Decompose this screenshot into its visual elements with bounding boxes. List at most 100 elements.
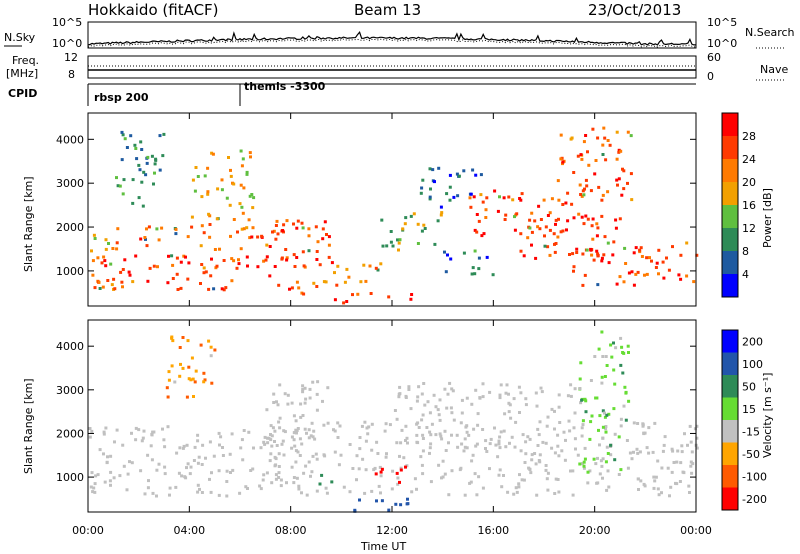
velocity-cell xyxy=(622,404,626,408)
velocity-cell xyxy=(553,451,557,455)
power-cell xyxy=(559,230,563,234)
power-cell xyxy=(584,214,588,218)
velocity-cell xyxy=(277,476,281,479)
velocity-cell xyxy=(572,426,576,430)
velocity-scatter-region xyxy=(88,425,319,498)
power-cell xyxy=(295,226,299,230)
power-cell xyxy=(145,161,149,165)
power-cell xyxy=(160,226,164,230)
power-cell xyxy=(171,263,175,267)
power-cell xyxy=(215,217,219,221)
velocity-cell xyxy=(88,435,92,439)
power-cell xyxy=(550,197,554,201)
velocity-cell xyxy=(652,475,656,479)
power-cell xyxy=(448,198,452,202)
velocity-cell xyxy=(166,395,170,399)
velocity-cell xyxy=(134,438,138,442)
power-cell xyxy=(618,217,622,221)
power-cell xyxy=(619,149,623,153)
velocity-cell xyxy=(463,437,467,441)
power-cell xyxy=(469,205,473,209)
velocity-cell xyxy=(398,454,401,458)
power-cell xyxy=(97,280,101,284)
velocity-cell xyxy=(202,380,206,384)
velocity-cell xyxy=(277,465,281,468)
power-cell xyxy=(112,277,116,281)
power-cell xyxy=(150,154,154,158)
velocity-cell xyxy=(102,430,106,434)
power-cell xyxy=(543,244,547,248)
velocity-cell xyxy=(137,428,141,432)
velocity-cell xyxy=(592,457,596,461)
power-cell xyxy=(606,190,610,194)
velocity-cell xyxy=(537,433,541,437)
velocity-cell xyxy=(421,413,425,417)
power-cell xyxy=(232,259,236,263)
velocity-cell xyxy=(406,441,409,445)
velocity-cell xyxy=(309,434,313,438)
velocity-cell xyxy=(583,457,587,461)
velocity-cell xyxy=(558,421,562,424)
velocity-ytick-label: 4000 xyxy=(56,340,84,353)
date-title: 23/Oct/2013 xyxy=(588,1,682,19)
power-cell xyxy=(236,230,239,234)
power-cell xyxy=(507,195,511,199)
velocity-cell xyxy=(109,470,113,474)
velocity-cell xyxy=(150,458,154,462)
velocity-cell xyxy=(304,397,308,401)
velocity-cell xyxy=(231,468,235,472)
power-cell xyxy=(582,193,586,197)
velocity-cell xyxy=(290,446,294,450)
velocity-cell xyxy=(596,456,599,460)
velocity-cell xyxy=(560,449,564,453)
velocity-cell xyxy=(470,459,474,463)
velocity-cell xyxy=(184,476,188,480)
power-cell xyxy=(155,227,159,231)
velocity-cell xyxy=(605,364,609,367)
power-cell xyxy=(657,248,661,252)
power-cell xyxy=(116,184,120,188)
velocity-cell xyxy=(324,486,328,490)
power-cell xyxy=(121,192,125,196)
power-cell xyxy=(443,250,446,254)
velocity-cell xyxy=(635,447,639,451)
cpid-entry-2: themis -3300 xyxy=(244,80,326,93)
velocity-cell xyxy=(333,429,337,433)
velocity-cell xyxy=(600,381,604,385)
power-cell xyxy=(433,242,437,246)
velocity-scatter-region xyxy=(578,330,631,474)
velocity-cell xyxy=(121,443,125,447)
velocity-cell xyxy=(192,459,196,462)
power-cell xyxy=(436,219,440,223)
velocity-cell xyxy=(440,437,444,441)
power-cell xyxy=(141,204,145,208)
power-cell xyxy=(571,252,575,256)
power-cell xyxy=(632,283,636,287)
power-cell xyxy=(667,268,671,272)
velocity-cell xyxy=(267,436,271,440)
power-cell xyxy=(133,143,137,147)
velocity-scatter-region xyxy=(374,465,407,484)
power-cell xyxy=(200,224,204,228)
freq-label: Freq. xyxy=(12,54,40,67)
velocity-cell xyxy=(546,488,550,492)
velocity-cell xyxy=(512,397,516,401)
velocity-cell xyxy=(338,424,342,428)
velocity-cell xyxy=(636,451,640,455)
velocity-cell xyxy=(298,454,302,457)
velocity-cell xyxy=(458,468,462,472)
power-cell xyxy=(166,281,170,285)
power-cell xyxy=(485,196,489,200)
power-cell xyxy=(455,172,459,176)
velocity-cell xyxy=(316,380,320,384)
velocity-cell xyxy=(391,469,395,473)
freq-unit: [MHz] xyxy=(6,67,39,80)
power-cell xyxy=(152,182,155,186)
velocity-cell xyxy=(484,447,487,450)
power-cell xyxy=(129,134,133,138)
velocity-cell xyxy=(584,410,588,414)
velocity-cell xyxy=(109,483,112,487)
velocity-cell xyxy=(92,486,96,490)
power-cell xyxy=(122,178,126,182)
power-cell xyxy=(241,211,245,215)
